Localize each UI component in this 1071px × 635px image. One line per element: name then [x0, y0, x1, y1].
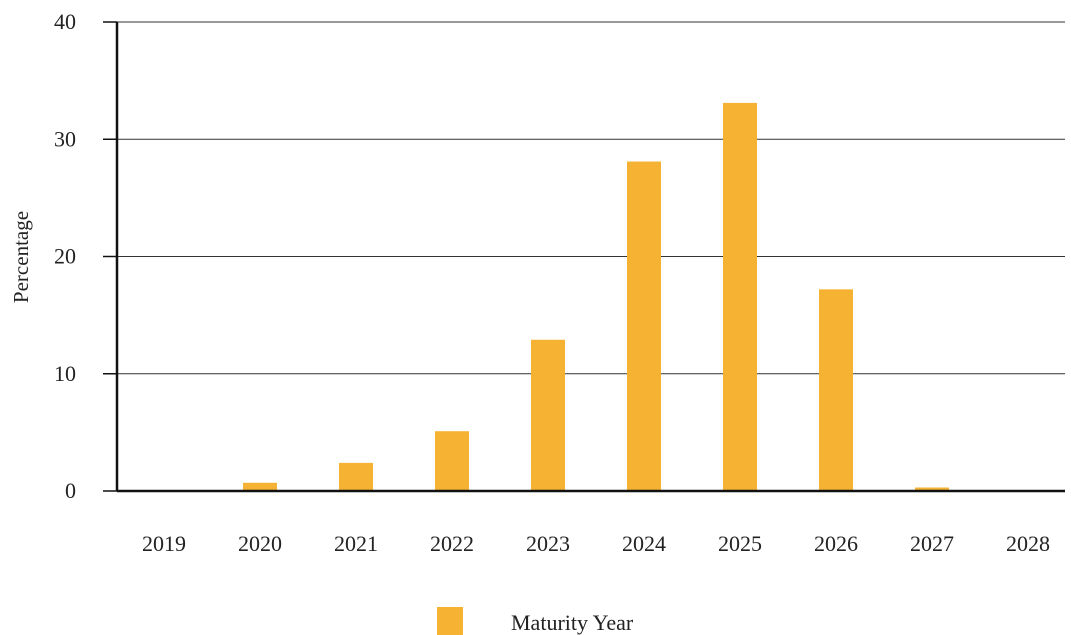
- axes: [103, 21, 1065, 493]
- x-tick-labels: 2019 2020 2021 2022 2023 2024 2025 2026 2027 2028: [142, 531, 1050, 556]
- y-tick-label: 40: [54, 9, 76, 34]
- y-tick-label: 20: [54, 244, 76, 269]
- y-tick-labels: 0 10 20 30 40: [54, 9, 76, 503]
- y-tick-label: 10: [54, 361, 76, 386]
- bar: [435, 431, 469, 491]
- x-tick-label: 2025: [718, 531, 762, 556]
- bar: [723, 102, 757, 491]
- x-tick-label: 2023: [526, 531, 570, 556]
- x-tick-label: 2028: [1006, 531, 1050, 556]
- gridlines: [117, 21, 1065, 375]
- x-tick-label: 2027: [910, 531, 954, 556]
- legend-swatch: [437, 607, 463, 635]
- bar: [339, 462, 373, 491]
- x-tick-label: 2020: [238, 531, 282, 556]
- bar: [627, 161, 661, 491]
- x-tick-label: 2022: [430, 531, 474, 556]
- x-tick-label: 2019: [142, 531, 186, 556]
- legend-label: Maturity Year: [511, 610, 634, 635]
- bar: [819, 289, 853, 491]
- y-tick-label: 0: [65, 478, 76, 503]
- x-tick-label: 2024: [622, 531, 666, 556]
- bar: [531, 339, 565, 491]
- x-tick-label: 2021: [334, 531, 378, 556]
- bars: [243, 102, 949, 491]
- y-tick-label: 30: [54, 126, 76, 151]
- bar: [243, 482, 277, 491]
- x-tick-label: 2026: [814, 531, 858, 556]
- y-axis-title: Percentage: [9, 211, 33, 303]
- bar: [915, 487, 949, 491]
- legend: Maturity Year: [437, 607, 634, 635]
